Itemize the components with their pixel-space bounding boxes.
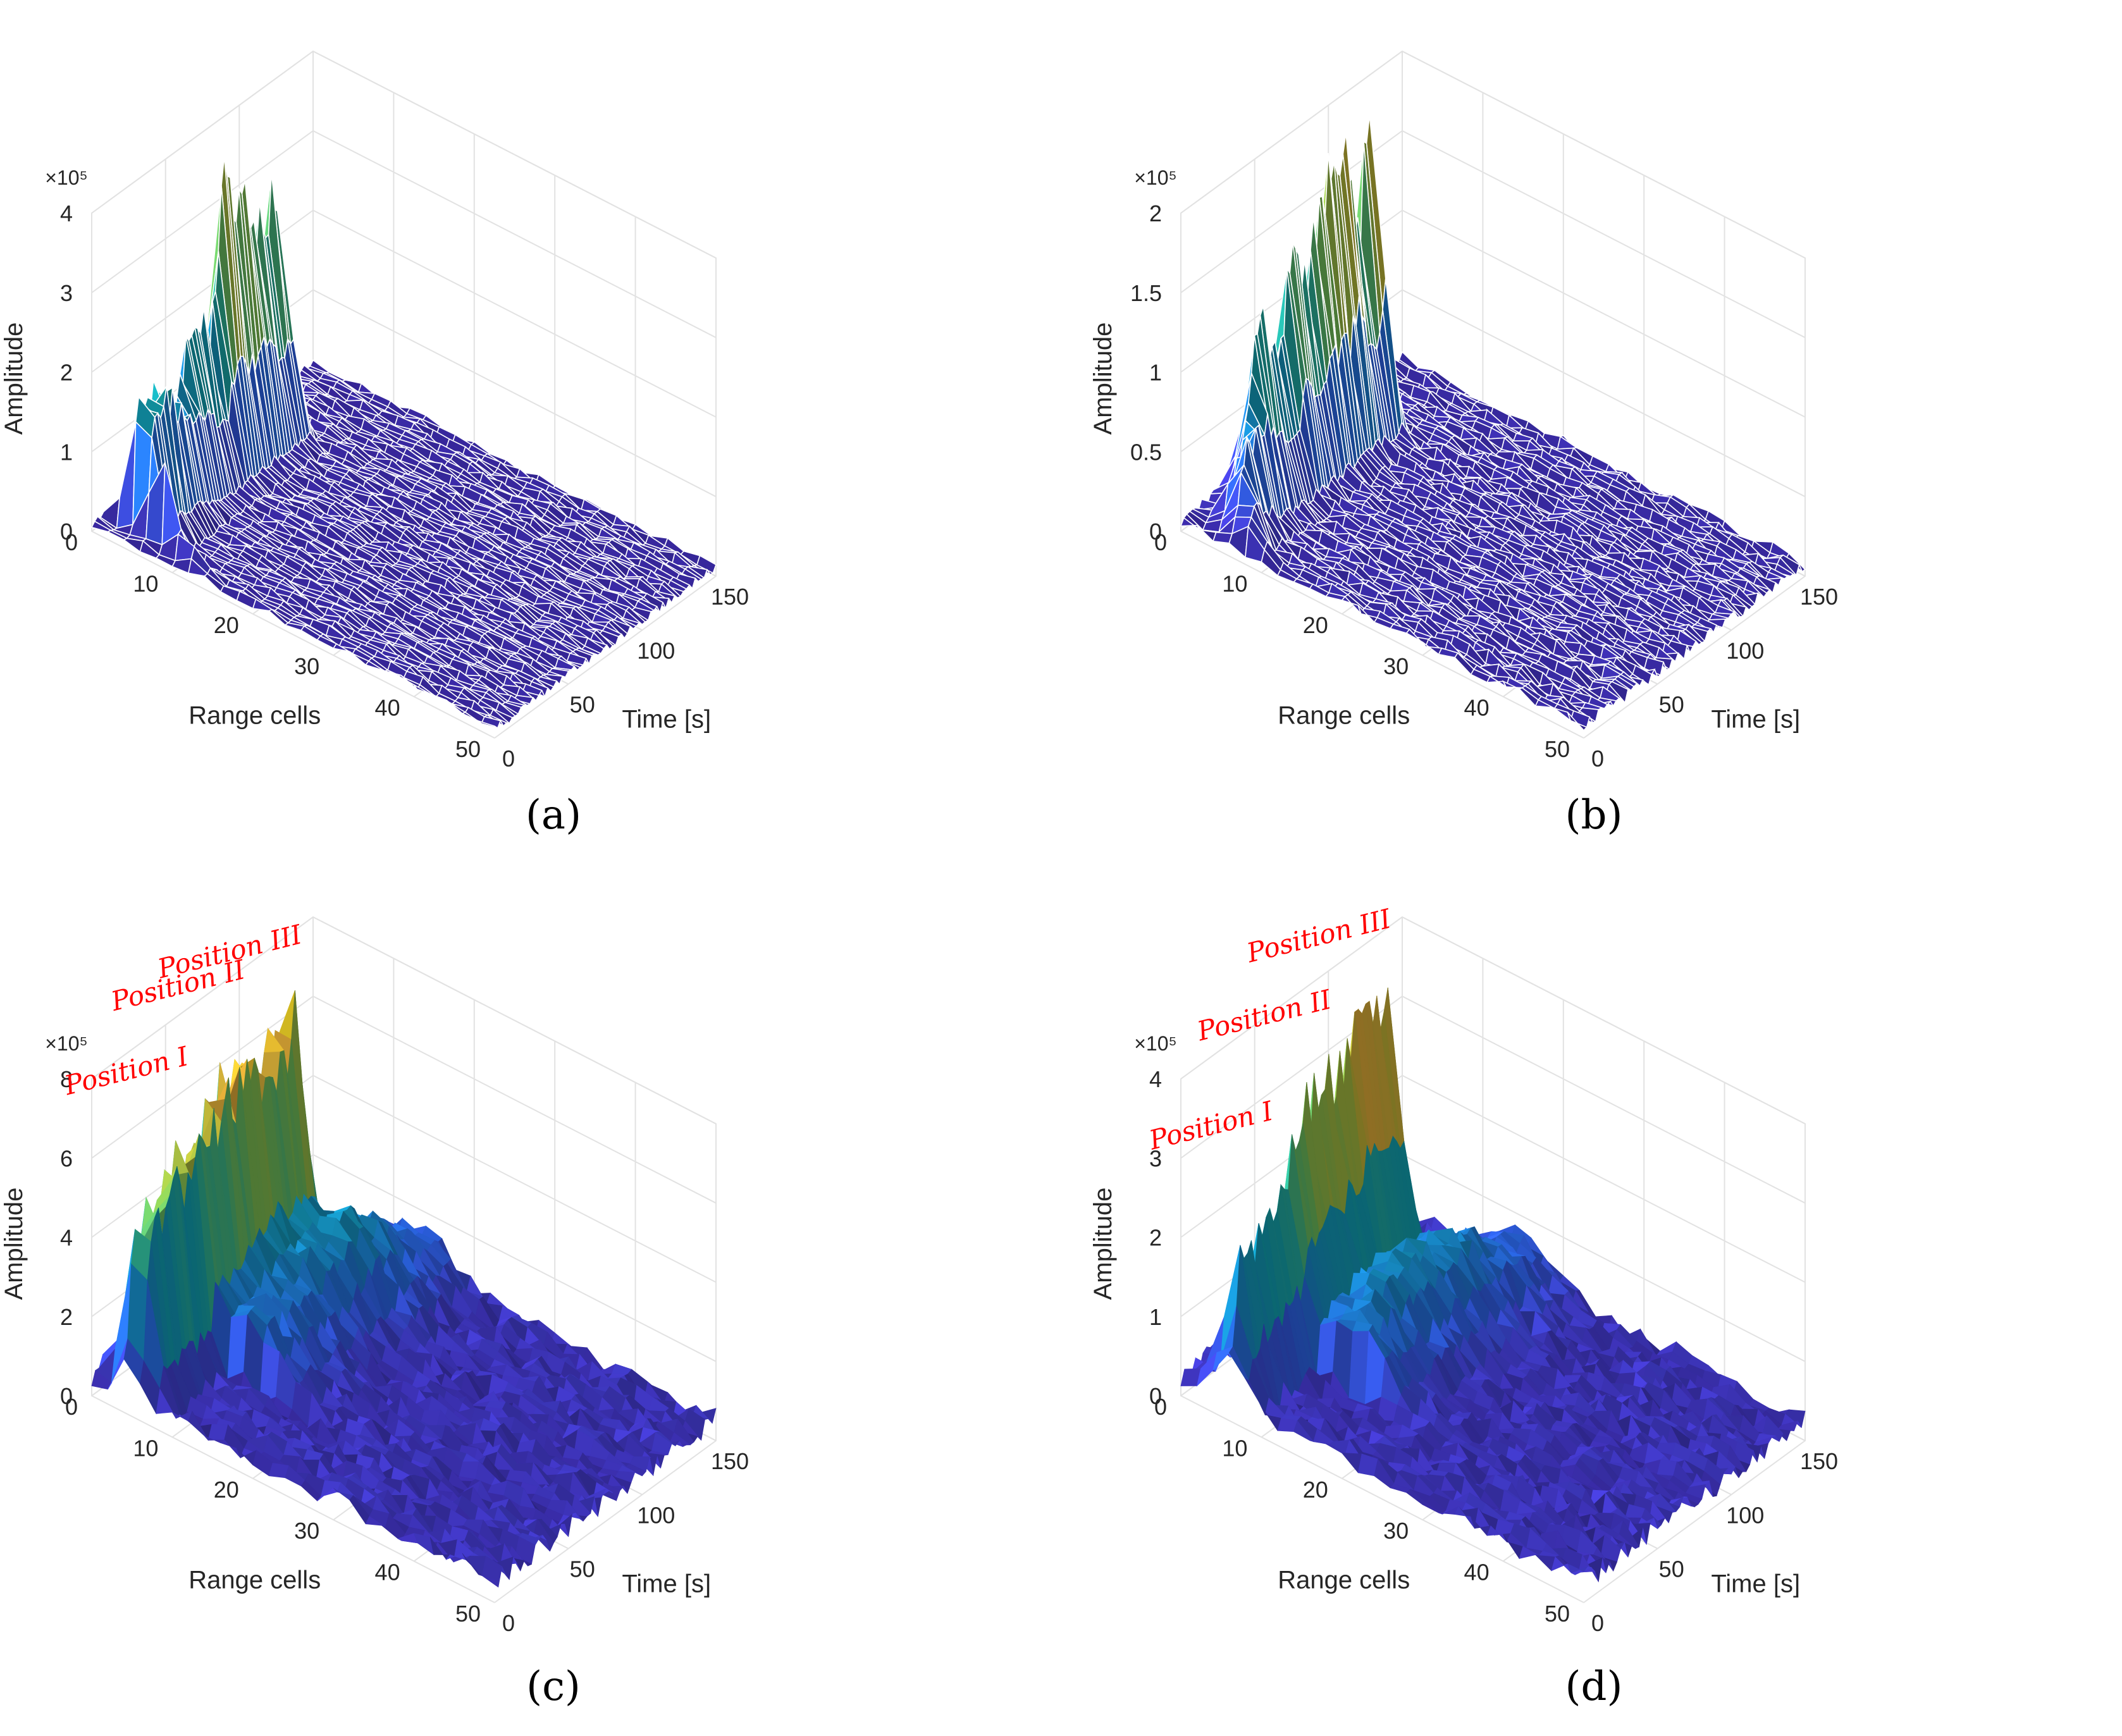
y-tick-label: 20 — [1303, 612, 1328, 638]
y-axis-label: Range cells — [1278, 701, 1410, 729]
z-gridline — [91, 130, 717, 338]
z-gridline — [91, 50, 717, 259]
z-tick-label: 3 — [60, 280, 73, 306]
y-tick-label: 50 — [1545, 736, 1570, 762]
y-tick-label: 20 — [214, 612, 239, 638]
surface-face — [1557, 435, 1578, 450]
z-tick-label: 1.5 — [1130, 280, 1162, 306]
x-tick-label: 50 — [1659, 692, 1684, 718]
surface — [1180, 115, 1806, 731]
y-tick-label: 40 — [1464, 695, 1490, 721]
surface-face — [611, 1364, 632, 1374]
y-tick-label: 10 — [133, 570, 158, 596]
y-gridline — [494, 258, 717, 739]
x-tick-label: 50 — [570, 692, 595, 718]
exponent-label: ×10⁵ — [1134, 166, 1177, 189]
z-gridline — [1180, 130, 1806, 338]
z-tick-label: 2 — [1149, 200, 1162, 226]
x-tick-label: 100 — [637, 637, 675, 663]
z-tick-label: 1 — [1149, 360, 1162, 386]
x-tick-label: 150 — [1800, 584, 1838, 610]
z-gridline — [1180, 50, 1806, 259]
exponent-label: ×10⁵ — [45, 166, 88, 189]
y-axis-label: Range cells — [188, 701, 321, 729]
y-tick-label: 40 — [375, 695, 400, 721]
z-tick-label: 4 — [60, 200, 73, 226]
y-tick-label: 30 — [1383, 653, 1409, 679]
z-tick-label: 2 — [60, 360, 73, 386]
panel-label: (a) — [526, 792, 581, 839]
y-tick-label: 30 — [294, 653, 319, 679]
x-tick-label: 100 — [1726, 637, 1764, 663]
z-tick-label: 1 — [60, 439, 73, 465]
y-tick-label: 0 — [1154, 529, 1167, 555]
x-axis-label: Time [s] — [1711, 706, 1800, 734]
x-tick-label: 150 — [711, 584, 749, 610]
z-axis-label: Amplitude — [0, 323, 28, 435]
z-axis-label: Amplitude — [1089, 323, 1117, 435]
x-tick-label: 0 — [1591, 746, 1604, 772]
y-tick-label: 50 — [455, 736, 481, 762]
y-tick-label: 10 — [1222, 570, 1247, 596]
y-tick-label: 0 — [65, 529, 78, 555]
x-axis-label: Time [s] — [622, 706, 711, 734]
panel-label: (b) — [1565, 792, 1623, 839]
surface — [90, 156, 717, 729]
x-tick-label: 0 — [502, 746, 515, 772]
z-tick-label: 0.5 — [1130, 439, 1162, 465]
surface — [91, 990, 717, 1588]
